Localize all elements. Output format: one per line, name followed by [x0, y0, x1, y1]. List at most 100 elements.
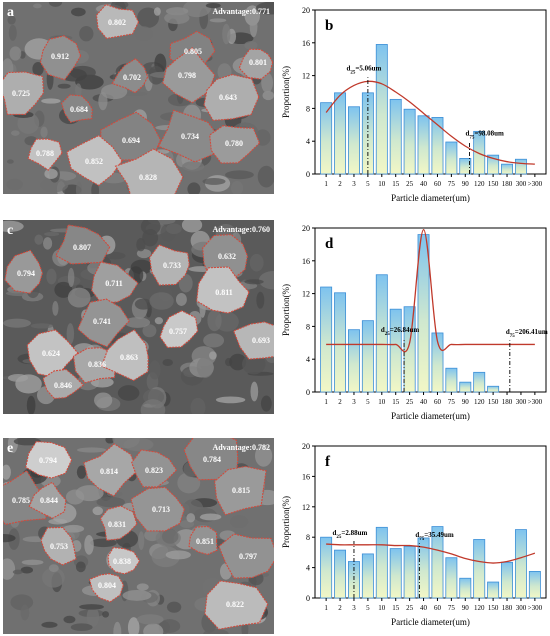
sem-grain [84, 534, 94, 555]
advantage-label: Advantage:0.760 [212, 225, 270, 234]
sem-grain [86, 606, 100, 628]
sem-grain [48, 564, 59, 573]
sem-grain [222, 23, 231, 45]
sem-grain [3, 220, 24, 232]
x-tick-label: 300 [516, 180, 527, 188]
particle-outline [99, 505, 138, 541]
sem-grain [41, 621, 58, 628]
sem-image-e: 0.794 0.814 0.823 0.784 0.815 0.785 0.844 0.713… [3, 438, 274, 634]
x-tick-label: 5 [366, 398, 370, 406]
chart-d: 0 4 8 12 16 20 1 2 3 5 10 15 25 40 60 75 90 120 150 180 300 >… [277, 218, 550, 430]
particle-value: 0.643 [219, 93, 237, 102]
x-tick-label: 120 [474, 398, 485, 406]
sem-grain [134, 298, 153, 310]
sem-grain [244, 40, 258, 50]
x-tick-label: 300 [516, 398, 527, 406]
particle-value: 0.741 [93, 317, 111, 326]
plot-frame [314, 227, 547, 393]
particle-outline [238, 48, 274, 80]
sem-grain [149, 292, 174, 310]
bar [514, 158, 527, 175]
y-tick-label: 8 [306, 104, 310, 113]
sem-grain [7, 373, 29, 382]
sem-grain [181, 220, 203, 233]
sem-grain [257, 165, 274, 188]
bar [473, 371, 486, 393]
bar [320, 102, 333, 175]
particle-outline [149, 244, 190, 286]
sem-grain [44, 232, 60, 237]
particle-outline [91, 261, 139, 304]
sem-grain [207, 309, 222, 332]
y-axis-label: Proportion(%) [281, 284, 291, 336]
sem-grain [76, 465, 87, 479]
sem-grain [33, 3, 42, 9]
sem-grain [75, 181, 83, 194]
sem-grain [142, 228, 159, 247]
x-tick-label: 300 [516, 604, 527, 612]
x-tick-label: >300 [528, 180, 543, 188]
particle-value: 0.632 [218, 252, 236, 261]
particle-outline [88, 573, 124, 603]
sem-grain [230, 181, 244, 194]
sem-grain [74, 83, 82, 98]
x-tick-label: 120 [474, 180, 485, 188]
x-tick-label: 60 [434, 180, 442, 188]
x-tick-label: 3 [352, 398, 356, 406]
sem-grain [225, 170, 254, 180]
plot-frame [314, 9, 547, 175]
y-tick-label: 16 [302, 257, 310, 266]
particle-outline [203, 74, 260, 121]
sem-grain [244, 507, 256, 517]
bar [473, 130, 486, 175]
particle-value: 0.846 [54, 381, 72, 390]
x-tick-label: 3 [352, 604, 356, 612]
bar [347, 329, 360, 393]
particle-value: 0.797 [239, 552, 257, 561]
particle-value: 0.711 [105, 279, 123, 288]
sem-grain [154, 317, 164, 325]
particle-outline [25, 441, 73, 479]
panel-letter: d [325, 236, 334, 252]
sem-grain [34, 234, 44, 245]
sem-grain [20, 566, 33, 574]
particle-outline [40, 526, 77, 566]
sem-grain [3, 318, 31, 328]
x-axis-label: Particle diameter(um) [391, 193, 470, 203]
particle-value: 0.734 [181, 132, 199, 141]
x-tick-label: 1 [324, 604, 328, 612]
particle-value: 0.725 [12, 89, 30, 98]
particle-outline [42, 368, 85, 400]
particle-outline [95, 3, 140, 39]
sem-grain [209, 351, 217, 360]
bar [361, 553, 374, 599]
particle-outline [60, 94, 93, 123]
particle-value: 0.798 [178, 71, 196, 80]
y-tick-label: 12 [302, 503, 310, 512]
sem-grain [20, 604, 30, 621]
bar [334, 292, 347, 393]
sem-grain [143, 623, 164, 634]
x-tick-label: 25 [406, 604, 414, 612]
sem-grain [182, 499, 204, 520]
sem-grain [187, 182, 201, 194]
particle-value: 0.788 [36, 149, 54, 158]
x-tick-label: 3 [352, 180, 356, 188]
particle-value: 0.801 [249, 58, 267, 67]
sem-grain [166, 601, 182, 613]
x-tick-label: 180 [502, 398, 513, 406]
plot-frame [314, 445, 547, 599]
sem-grain [44, 168, 58, 179]
sem-grain [39, 177, 69, 193]
sem-grain [182, 161, 205, 172]
sem-grain [30, 323, 54, 329]
x-tick-label: 15 [392, 398, 400, 406]
x-tick-label: 5 [366, 604, 370, 612]
bar [417, 115, 430, 175]
y-tick-label: 0 [306, 388, 310, 397]
x-tick-label: 10 [378, 180, 386, 188]
particle-outline [111, 58, 149, 94]
x-tick-label: 40 [420, 398, 428, 406]
sem-svg: 0.912 0.702 0.805 0.798 0.801 0.725 0.684 0.643… [3, 2, 274, 194]
particle-value: 0.807 [73, 243, 91, 252]
